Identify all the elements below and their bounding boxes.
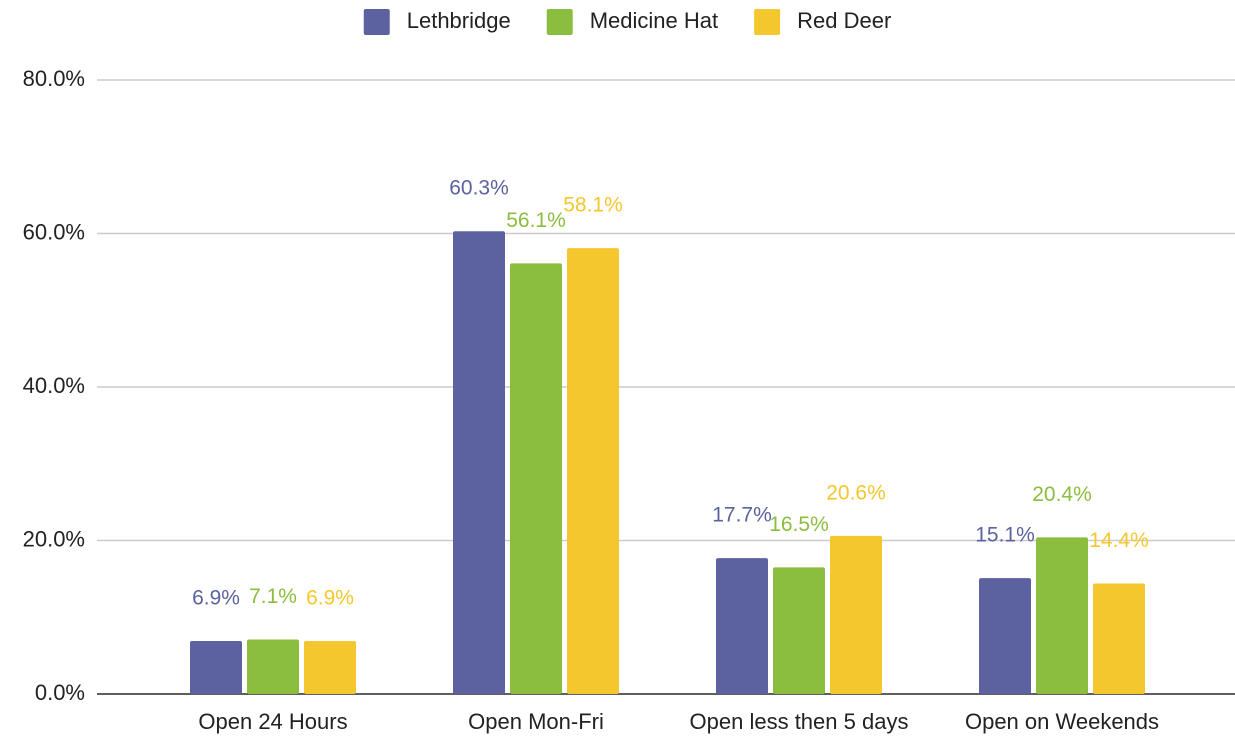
bar xyxy=(510,263,562,694)
legend-label: Red Deer xyxy=(797,8,891,33)
y-tick-label: 80.0% xyxy=(23,66,85,91)
y-tick-label: 40.0% xyxy=(23,373,85,398)
y-tick-label: 60.0% xyxy=(23,219,85,244)
value-label: 16.5% xyxy=(769,513,829,536)
legend-label: Medicine Hat xyxy=(590,8,718,33)
legend-label: Lethbridge xyxy=(407,8,511,33)
bar xyxy=(304,641,356,694)
x-tick-label: Open on Weekends xyxy=(965,709,1159,734)
bar xyxy=(773,567,825,694)
bar xyxy=(1093,583,1145,694)
bar xyxy=(716,558,768,694)
value-label: 15.1% xyxy=(975,524,1035,547)
x-tick-label: Open less then 5 days xyxy=(690,709,909,734)
value-label: 17.7% xyxy=(712,504,772,527)
value-label: 7.1% xyxy=(249,585,297,608)
bar xyxy=(453,231,505,694)
legend-swatch xyxy=(546,9,573,35)
value-label: 14.4% xyxy=(1089,529,1149,552)
value-label: 6.9% xyxy=(306,587,354,610)
bar xyxy=(830,535,882,694)
value-label: 6.9% xyxy=(192,587,240,610)
bar xyxy=(247,639,299,694)
value-label: 56.1% xyxy=(506,209,566,232)
bar xyxy=(190,641,242,694)
y-tick-label: 20.0% xyxy=(23,526,85,551)
value-label: 20.6% xyxy=(826,481,886,504)
x-tick-label: Open 24 Hours xyxy=(198,709,347,734)
value-label: 60.3% xyxy=(449,177,509,200)
value-label: 20.4% xyxy=(1032,483,1092,506)
value-label: 58.1% xyxy=(563,194,623,217)
y-tick-label: 0.0% xyxy=(35,680,85,705)
bar xyxy=(979,578,1031,694)
bar xyxy=(567,248,619,694)
legend-swatch xyxy=(754,9,781,35)
legend-swatch xyxy=(363,9,390,35)
bar xyxy=(1036,537,1088,694)
x-tick-label: Open Mon-Fri xyxy=(468,709,604,734)
